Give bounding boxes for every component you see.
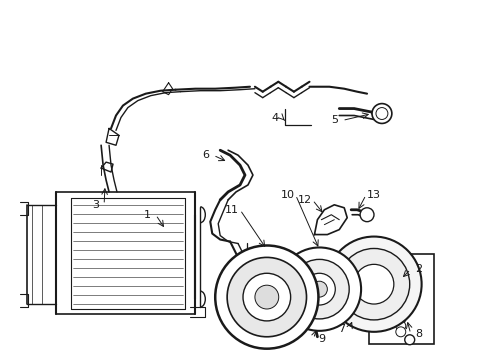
Circle shape [353,264,393,304]
Text: 10: 10 [280,190,294,200]
Circle shape [226,257,306,337]
Circle shape [311,281,326,297]
Text: 11: 11 [224,205,239,215]
Bar [368,255,433,344]
Text: 13: 13 [366,190,380,200]
Circle shape [404,335,414,345]
Text: 7: 7 [337,324,344,334]
Text: 1: 1 [144,210,151,220]
Circle shape [215,246,318,349]
Circle shape [371,104,391,123]
Circle shape [395,327,405,337]
Circle shape [325,237,421,332]
Circle shape [395,321,405,331]
Text: 12: 12 [297,195,311,205]
Circle shape [254,285,278,309]
Text: 3: 3 [92,200,100,210]
Circle shape [289,260,348,319]
Text: 9: 9 [317,334,325,344]
Text: 6: 6 [202,150,208,160]
Text: 4: 4 [271,113,278,123]
Circle shape [395,314,405,324]
Circle shape [338,248,409,320]
Circle shape [359,208,373,222]
Circle shape [277,247,360,331]
Circle shape [303,273,335,305]
Text: 2: 2 [414,264,421,274]
Text: 5: 5 [330,116,337,126]
Circle shape [243,273,290,321]
Circle shape [375,108,387,120]
Text: 8: 8 [414,329,421,339]
